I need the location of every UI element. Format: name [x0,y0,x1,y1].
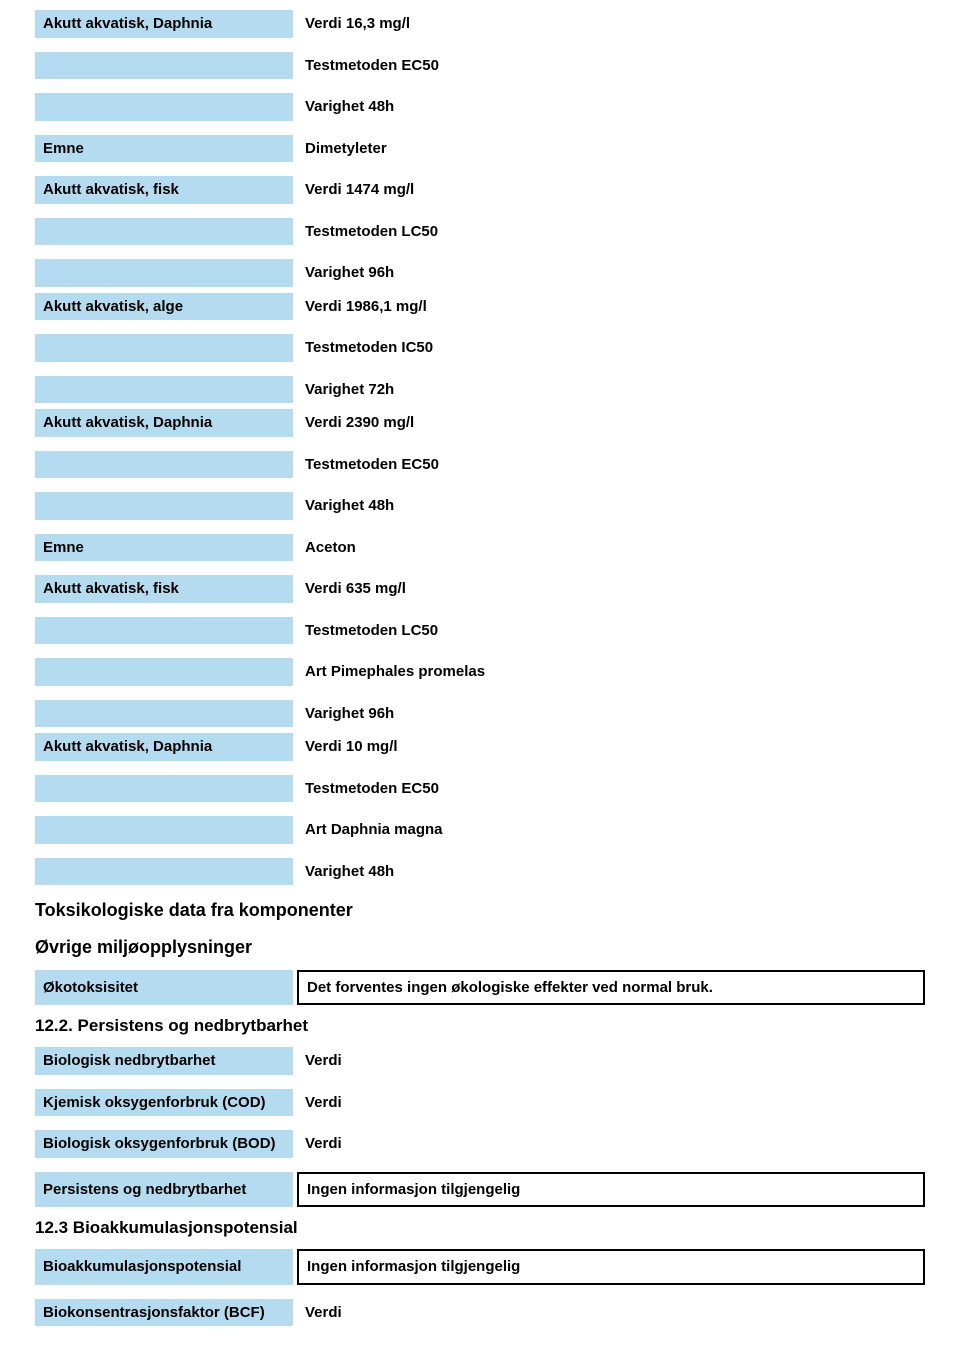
row-alge-var: Varighet 72h [35,376,925,404]
value-daphnia-varighet: Varighet 48h [293,93,925,121]
row-aceton-daphnia-test: Testmetoden EC50 [35,775,925,803]
value-aceton-fisk-verdi: Verdi 635 mg/l [293,575,925,603]
value-fisk-verdi: Verdi 1474 mg/l [293,176,925,204]
gap [35,218,293,246]
label-bio-ned: Biologisk nedbrytbarhet [35,1047,293,1075]
row-daphnia-test: Testmetoden EC50 [35,52,925,80]
heading-bioakk: 12.3 Bioakkumulasjonspotensial [35,1217,925,1239]
row-fisk-var: Varighet 96h [35,259,925,287]
row-aceton-fisk: Akutt akvatisk, fisk Verdi 635 mg/l [35,575,925,603]
gap [35,52,293,80]
row-bioakk-pot: Bioakkumulasjonspotensial Ingen informas… [35,1249,925,1285]
label-aceton-daphnia: Akutt akvatisk, Daphnia [35,733,293,761]
value-daphnia2-verdi: Verdi 2390 mg/l [293,409,925,437]
gap [35,775,293,803]
value-daphnia-test: Testmetoden EC50 [293,52,925,80]
value-cod: Verdi [293,1089,925,1117]
label-daphnia2: Akutt akvatisk, Daphnia [35,409,293,437]
row-aceton-daphnia-art: Art Daphnia magna [35,816,925,844]
value-emne: Dimetyleter [293,135,925,163]
gap [35,816,293,844]
row-aceton-fisk-var: Varighet 96h [35,700,925,728]
row-fisk-test: Testmetoden LC50 [35,218,925,246]
label-emne: Emne [35,135,293,163]
row-aceton-fisk-art: Art Pimephales promelas [35,658,925,686]
value-emne2: Aceton [293,534,925,562]
row-daphnia2-test: Testmetoden EC50 [35,451,925,479]
label-cod: Kjemisk oksygenforbruk (COD) [35,1089,293,1117]
label-okotoksisitet: Økotoksisitet [35,970,293,1006]
label-fisk: Akutt akvatisk, fisk [35,176,293,204]
label-bod: Biologisk oksygenforbruk (BOD) [35,1130,293,1158]
gap [35,858,293,886]
gap [35,259,293,287]
value-aceton-daphnia-test: Testmetoden EC50 [293,775,925,803]
value-aceton-daphnia-var: Varighet 48h [293,858,925,886]
row-aceton-daphnia-var: Varighet 48h [35,858,925,886]
label-emne2: Emne [35,534,293,562]
section-aceton: Emne Aceton Akutt akvatisk, fisk Verdi 6… [35,534,925,886]
value-aceton-daphnia-verdi: Verdi 10 mg/l [293,733,925,761]
value-alge-verdi: Verdi 1986,1 mg/l [293,293,925,321]
row-alge: Akutt akvatisk, alge Verdi 1986,1 mg/l [35,293,925,321]
heading-tox-komponenter: Toksikologiske data fra komponenter [35,899,925,922]
value-bio-ned: Verdi [293,1047,925,1075]
value-aceton-fisk-test: Testmetoden LC50 [293,617,925,645]
value-aceton-fisk-var: Varighet 96h [293,700,925,728]
gap [35,93,293,121]
label-alge: Akutt akvatisk, alge [35,293,293,321]
label-aceton-fisk: Akutt akvatisk, fisk [35,575,293,603]
value-alge-test: Testmetoden IC50 [293,334,925,362]
value-persistens-ned: Ingen informasjon tilgjengelig [297,1172,925,1208]
row-okotoksisitet: Økotoksisitet Det forventes ingen økolog… [35,970,925,1006]
gap [35,451,293,479]
row-daphnia2-var: Varighet 48h [35,492,925,520]
label-persistens-ned: Persistens og nedbrytbarhet [35,1172,293,1208]
label-daphnia: Akutt akvatisk, Daphnia [35,10,293,38]
value-daphnia2-test: Testmetoden EC50 [293,451,925,479]
row-bio-ned: Biologisk nedbrytbarhet Verdi [35,1047,925,1075]
value-fisk-var: Varighet 96h [293,259,925,287]
row-daphnia2: Akutt akvatisk, Daphnia Verdi 2390 mg/l [35,409,925,437]
value-daphnia-verdi: Verdi 16,3 mg/l [293,10,925,38]
value-bioakk-pot: Ingen informasjon tilgjengelig [297,1249,925,1285]
value-bod: Verdi [293,1130,925,1158]
gap [35,334,293,362]
row-fisk: Akutt akvatisk, fisk Verdi 1474 mg/l [35,176,925,204]
gap [35,617,293,645]
row-daphnia: Akutt akvatisk, Daphnia Verdi 16,3 mg/l [35,10,925,38]
row-bod: Biologisk oksygenforbruk (BOD) Verdi [35,1130,925,1158]
gap [35,700,293,728]
row-emne: Emne Dimetyleter [35,135,925,163]
row-emne-aceton: Emne Aceton [35,534,925,562]
row-cod: Kjemisk oksygenforbruk (COD) Verdi [35,1089,925,1117]
heading-persistens: 12.2. Persistens og nedbrytbarhet [35,1015,925,1037]
row-aceton-daphnia: Akutt akvatisk, Daphnia Verdi 10 mg/l [35,733,925,761]
label-bcf: Biokonsentrasjonsfaktor (BCF) [35,1299,293,1327]
section-dimetyleter: Emne Dimetyleter Akutt akvatisk, fisk Ve… [35,135,925,520]
heading-ovrige: Øvrige miljøopplysninger [35,936,925,959]
row-aceton-fisk-test: Testmetoden LC50 [35,617,925,645]
row-bcf: Biokonsentrasjonsfaktor (BCF) Verdi [35,1299,925,1327]
value-aceton-fisk-art: Art Pimephales promelas [293,658,925,686]
value-fisk-test: Testmetoden LC50 [293,218,925,246]
value-daphnia2-var: Varighet 48h [293,492,925,520]
value-aceton-daphnia-art: Art Daphnia magna [293,816,925,844]
value-bcf: Verdi [293,1299,925,1327]
row-persistens-ned: Persistens og nedbrytbarhet Ingen inform… [35,1172,925,1208]
row-daphnia-varighet: Varighet 48h [35,93,925,121]
gap [35,492,293,520]
gap [35,658,293,686]
gap [35,376,293,404]
row-alge-test: Testmetoden IC50 [35,334,925,362]
value-alge-var: Varighet 72h [293,376,925,404]
label-bioakk-pot: Bioakkumulasjonspotensial [35,1249,293,1285]
value-okotoksisitet: Det forventes ingen økologiske effekter … [297,970,925,1006]
section-initial-daphnia: Akutt akvatisk, Daphnia Verdi 16,3 mg/l … [35,10,925,121]
